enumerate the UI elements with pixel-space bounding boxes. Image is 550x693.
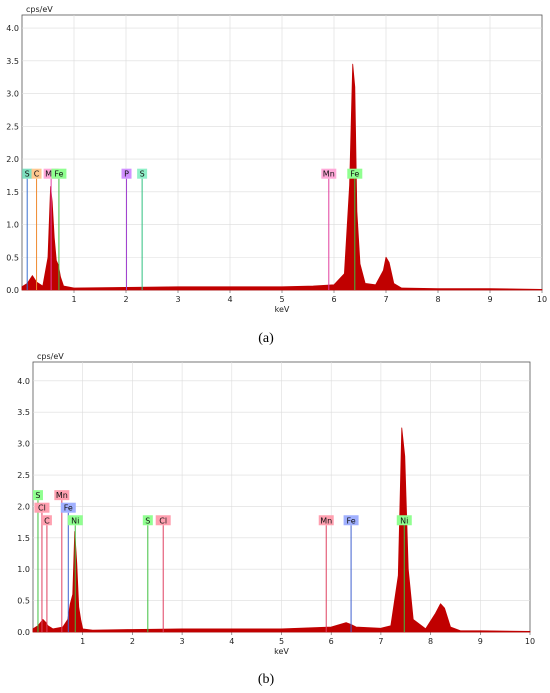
element-tag-s: [142, 515, 153, 526]
x-axis-label: keV: [275, 305, 290, 314]
spectrum-series: [32, 427, 531, 633]
element-label-mn: Mn: [323, 170, 335, 179]
element-tag-fe: [343, 515, 359, 526]
element-tag-fe: [347, 168, 363, 179]
x-tick-label: 5: [279, 637, 284, 646]
y-tick-label: 4.0: [6, 24, 19, 33]
element-tag-s: [22, 168, 33, 179]
element-label-c: C: [34, 170, 40, 179]
element-tag-mn: [54, 490, 70, 501]
panel-b: 0.0 0.5 1.0 1.5 2.0 2.5 3.0 3.5 4.0 1 2 3 4 5 6 7 8 9 10 cp…: [17, 352, 535, 687]
y-tick-label: 4.0: [17, 377, 30, 386]
element-label-mn: Mn: [56, 491, 68, 500]
x-tick-label: 6: [331, 295, 336, 304]
y-tick-label: 2.5: [6, 122, 19, 131]
y-tick-label: 3.0: [6, 90, 19, 99]
element-tag-fe: [60, 502, 76, 513]
element-tag-fe: [51, 168, 67, 179]
element-label-cl: Cl: [159, 516, 167, 525]
y-tick-label: 2.0: [6, 155, 19, 164]
element-label-p: P: [124, 170, 129, 179]
x-tick-label: 2: [123, 295, 128, 304]
element-label-s: S: [25, 170, 30, 179]
y-tick-label: 3.5: [6, 57, 19, 66]
element-tag-cl: [34, 502, 50, 513]
grid: [33, 362, 530, 632]
y-tick-label: 0.0: [6, 286, 19, 295]
y-tick-label: 0.5: [6, 253, 19, 262]
element-label-fe: Fe: [54, 170, 63, 179]
element-label-fe: Fe: [64, 504, 73, 513]
x-tick-label: 10: [537, 295, 547, 304]
element-tag-ni: [67, 515, 83, 526]
x-tick-label: 6: [329, 637, 334, 646]
element-tag-s: [32, 490, 43, 501]
element-tag-s: [137, 168, 148, 179]
x-tick-label: 7: [383, 295, 388, 304]
y-tick-label: 0.0: [17, 628, 30, 637]
panel-a: 0.0 0.5 1.0 1.5 2.0 2.5 3.0 3.5 4.0 1 2 3 4 5 6 7 8 9 10 cp…: [6, 5, 547, 346]
y-tick-label: 1.5: [6, 188, 19, 197]
y-tick-label: 0.5: [17, 597, 30, 606]
x-tick-label: 3: [175, 295, 180, 304]
x-tick-label: 1: [71, 295, 76, 304]
y-tick-label: 3.5: [17, 408, 30, 417]
element-tag-mn: [43, 168, 59, 179]
y-tick-label: 1.5: [17, 534, 30, 543]
grid: [22, 15, 542, 290]
element-tag-ni: [396, 515, 412, 526]
spectrum-series: [21, 63, 543, 291]
x-tick-label: 8: [435, 295, 440, 304]
element-label-fe: Fe: [347, 516, 356, 525]
element-tag-cl: [155, 515, 171, 526]
element-tag-p: [121, 168, 132, 179]
element-label-ni: Ni: [400, 516, 408, 525]
y-tick-label: 2.0: [17, 502, 30, 511]
y-axis-label: cps/eV: [37, 352, 64, 361]
x-tick-label: 8: [428, 637, 433, 646]
element-tag-c: [31, 168, 42, 179]
x-tick-label: 3: [180, 637, 185, 646]
y-axis-label: cps/eV: [26, 5, 53, 14]
x-tick-label: 5: [279, 295, 284, 304]
element-label-mn: Mn: [320, 516, 332, 525]
element-label-s: S: [145, 516, 150, 525]
x-tick-label: 7: [378, 637, 383, 646]
element-label-ni: Ni: [71, 516, 79, 525]
element-label-c: C: [44, 516, 50, 525]
x-tick-label: 9: [478, 637, 483, 646]
x-axis-label: keV: [274, 647, 289, 656]
element-tag-mn: [318, 515, 334, 526]
y-tick-label: 1.0: [17, 565, 30, 574]
panel-label: (a): [258, 331, 274, 346]
x-tick-label: 4: [227, 295, 232, 304]
x-tick-label: 10: [525, 637, 535, 646]
y-tick-label: 1.0: [6, 221, 19, 230]
element-label-s: S: [35, 491, 40, 500]
y-tick-label: 2.5: [17, 471, 30, 480]
element-tag-mn: [321, 168, 337, 179]
element-label-s: S: [140, 170, 145, 179]
element-label-mn: Mn: [45, 170, 57, 179]
x-tick-label: 9: [487, 295, 492, 304]
x-tick-label: 2: [130, 637, 135, 646]
panel-label: (b): [258, 672, 275, 687]
element-tag-c: [41, 515, 52, 526]
x-tick-label: 1: [80, 637, 85, 646]
x-tick-label: 4: [229, 637, 234, 646]
element-label-fe: Fe: [350, 170, 359, 179]
element-label-cl: Cl: [38, 504, 46, 513]
y-tick-label: 3.0: [17, 440, 30, 449]
